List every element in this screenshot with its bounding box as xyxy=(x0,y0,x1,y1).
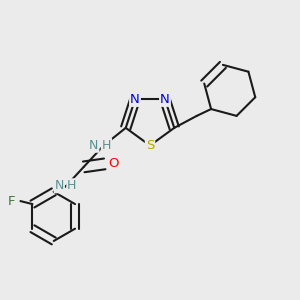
Text: N: N xyxy=(130,93,140,106)
Text: O: O xyxy=(108,158,119,170)
Text: S: S xyxy=(146,139,154,152)
Text: H: H xyxy=(67,179,76,192)
Text: F: F xyxy=(8,195,15,208)
Text: N: N xyxy=(89,139,98,152)
Text: N: N xyxy=(160,93,170,106)
Text: H: H xyxy=(102,139,111,152)
Text: N: N xyxy=(55,179,64,192)
